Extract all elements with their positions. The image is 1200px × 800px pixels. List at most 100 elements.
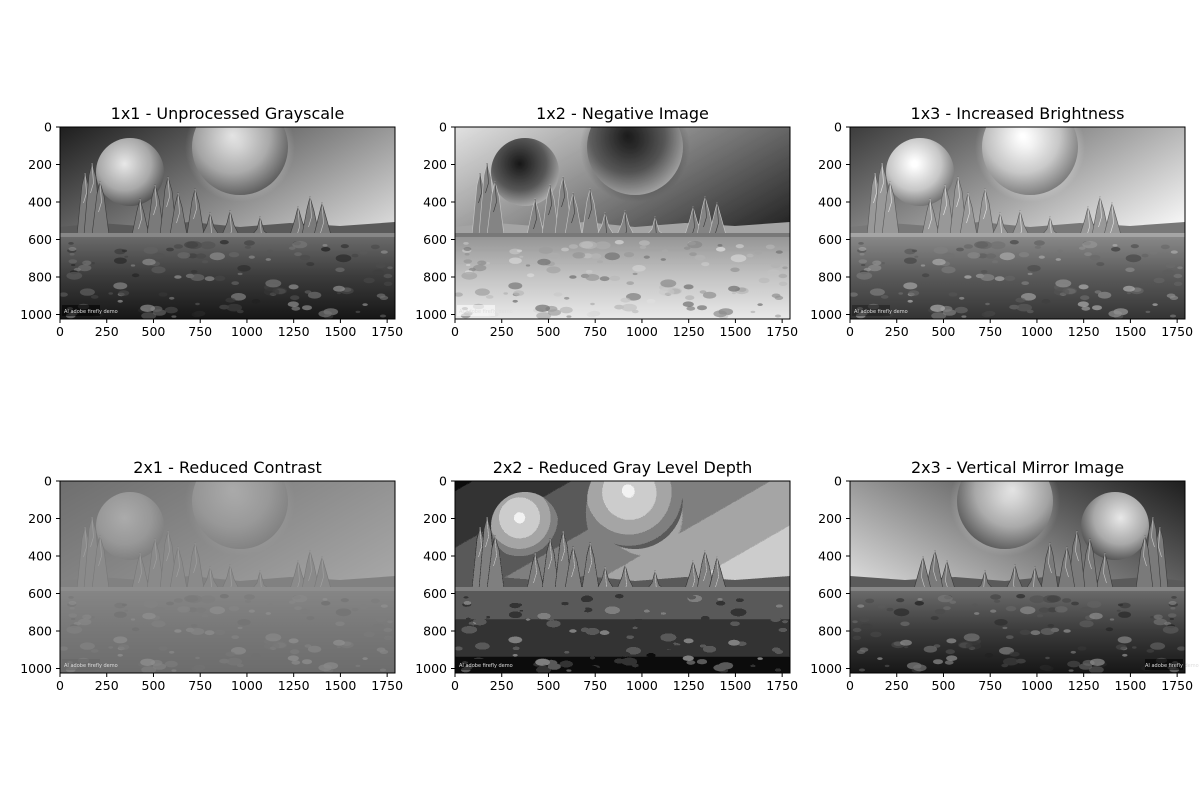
y-tick-label: 0 [834, 120, 842, 135]
y-tick-label: 800 [818, 270, 842, 285]
x-tick-label: 750 [583, 324, 607, 339]
image-caption: AI adobe firefly demo [459, 663, 513, 669]
axes-frame [849, 126, 1186, 320]
x-tick-label: 1750 [766, 678, 798, 693]
y-tick-label: 400 [818, 549, 842, 564]
y-tick-label: 0 [439, 120, 447, 135]
x-tick-label: 1750 [1161, 324, 1193, 339]
image-panel: 1x1 - Unprocessed Grayscale AI adobe fire… [20, 104, 403, 339]
processed-image: AI adobe firefly demo [850, 481, 1199, 673]
y-tick-label: 200 [818, 157, 842, 172]
x-tick-label: 1500 [720, 324, 752, 339]
x-tick-label: 1250 [278, 678, 310, 693]
x-tick-label: 1250 [1068, 678, 1100, 693]
x-tick-label: 0 [451, 678, 459, 693]
y-tick-label: 200 [28, 511, 52, 526]
y-tick-label: 800 [818, 624, 842, 639]
panel-title: 2x3 - Vertical Mirror Image [911, 458, 1124, 477]
axes-frame [59, 126, 396, 320]
x-tick-label: 250 [885, 324, 909, 339]
y-tick-label: 400 [28, 549, 52, 564]
y-tick-label: 1000 [810, 661, 842, 676]
y-tick-label: 1000 [415, 661, 447, 676]
x-tick-label: 750 [188, 678, 212, 693]
image-caption: AI adobe firefly demo [459, 309, 513, 315]
panel-title: 2x2 - Reduced Gray Level Depth [493, 458, 753, 477]
x-tick-label: 750 [188, 324, 212, 339]
x-tick-label: 0 [451, 324, 459, 339]
image-panel: 2x3 - Vertical Mirror Image AI adobe fire… [810, 458, 1199, 693]
y-tick-label: 400 [28, 195, 52, 210]
panel-title: 2x1 - Reduced Contrast [133, 458, 322, 477]
y-tick-label: 600 [423, 232, 447, 247]
y-tick-label: 1000 [20, 661, 52, 676]
x-tick-label: 500 [142, 678, 166, 693]
x-tick-label: 750 [978, 324, 1002, 339]
processed-image: AI adobe firefly demo [850, 127, 1185, 319]
x-tick-label: 0 [56, 324, 64, 339]
x-tick-label: 0 [846, 324, 854, 339]
y-tick-label: 600 [818, 586, 842, 601]
x-tick-label: 1500 [1115, 678, 1147, 693]
x-tick-label: 1250 [673, 678, 705, 693]
x-tick-label: 1000 [231, 678, 263, 693]
x-tick-label: 1500 [1115, 324, 1147, 339]
y-tick-label: 200 [423, 511, 447, 526]
y-tick-label: 400 [423, 549, 447, 564]
y-tick-label: 0 [834, 474, 842, 489]
axes-frame [454, 126, 791, 320]
y-tick-label: 600 [423, 586, 447, 601]
processed-image: AI adobe firefly demo [455, 481, 790, 673]
x-tick-label: 500 [932, 324, 956, 339]
x-tick-label: 1000 [626, 324, 658, 339]
processed-image: AI adobe firefly demo [60, 127, 395, 319]
image-caption: AI adobe firefly demo [1145, 663, 1199, 669]
x-tick-label: 250 [95, 324, 119, 339]
x-tick-label: 250 [490, 324, 514, 339]
x-tick-label: 1750 [1161, 678, 1193, 693]
x-tick-label: 1250 [673, 324, 705, 339]
x-tick-label: 1250 [278, 324, 310, 339]
y-tick-label: 1000 [20, 307, 52, 322]
x-tick-label: 1500 [325, 678, 357, 693]
panel-title: 1x2 - Negative Image [536, 104, 709, 123]
y-tick-label: 200 [818, 511, 842, 526]
image-panel: 2x1 - Reduced Contrast AI adobe firefly d… [20, 458, 403, 693]
x-tick-label: 1750 [766, 324, 798, 339]
x-tick-label: 1000 [1021, 324, 1053, 339]
y-tick-label: 1000 [415, 307, 447, 322]
panel-title: 1x1 - Unprocessed Grayscale [111, 104, 345, 123]
y-tick-label: 600 [28, 232, 52, 247]
image-caption: AI adobe firefly demo [64, 309, 118, 315]
y-tick-label: 400 [423, 195, 447, 210]
y-tick-label: 1000 [810, 307, 842, 322]
x-tick-label: 1500 [325, 324, 357, 339]
axes-frame [849, 480, 1186, 674]
x-tick-label: 1750 [371, 324, 403, 339]
x-tick-label: 750 [978, 678, 1002, 693]
axes-frame [454, 480, 791, 674]
x-tick-label: 250 [490, 678, 514, 693]
y-tick-label: 800 [28, 624, 52, 639]
processed-image: AI adobe firefly demo [60, 481, 395, 673]
x-tick-label: 1000 [626, 678, 658, 693]
axes-frame [59, 480, 396, 674]
x-tick-label: 500 [932, 678, 956, 693]
x-tick-label: 0 [846, 678, 854, 693]
image-caption: AI adobe firefly demo [854, 309, 908, 315]
processed-image: AI adobe firefly demo [455, 127, 790, 319]
x-tick-label: 250 [95, 678, 119, 693]
x-tick-label: 1250 [1068, 324, 1100, 339]
image-panel: 2x2 - Reduced Gray Level Depth AI adobe f… [415, 458, 798, 693]
y-tick-label: 800 [423, 624, 447, 639]
y-tick-label: 200 [423, 157, 447, 172]
x-tick-label: 0 [56, 678, 64, 693]
panel-title: 1x3 - Increased Brightness [911, 104, 1125, 123]
x-tick-label: 250 [885, 678, 909, 693]
x-tick-label: 500 [142, 324, 166, 339]
y-tick-label: 800 [423, 270, 447, 285]
y-tick-label: 800 [28, 270, 52, 285]
y-tick-label: 0 [44, 120, 52, 135]
